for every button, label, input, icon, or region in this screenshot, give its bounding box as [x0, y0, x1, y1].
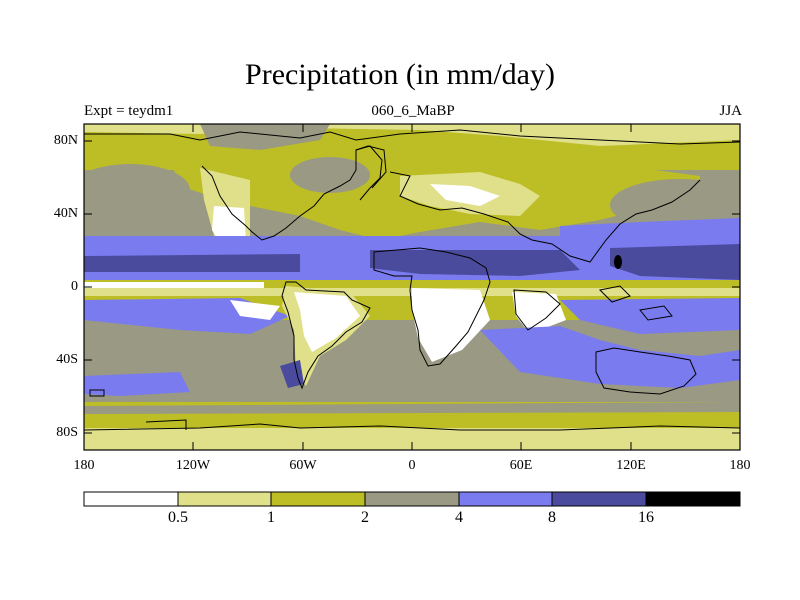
field-eq-dry-pac — [84, 282, 264, 292]
coast-africa — [373, 247, 491, 367]
coast-eurasia — [389, 171, 701, 263]
field-so-blue — [480, 326, 740, 388]
lat-label-80s: 80S — [56, 425, 78, 440]
field-antarctic-pale — [84, 428, 740, 450]
lat-label-40s: 40S — [56, 352, 78, 367]
axis-ticks — [84, 124, 740, 450]
lon-label-120e: 120E — [616, 458, 646, 473]
lon-label-60e: 60E — [509, 458, 533, 473]
season-label: JJA — [719, 103, 742, 119]
field-arctic-gray — [200, 124, 330, 150]
field-itcz-navy-2 — [370, 250, 580, 276]
colorbar-label-2: 2 — [361, 509, 369, 526]
field-chile-navy — [280, 360, 304, 388]
lon-label-60w: 60W — [289, 458, 317, 473]
coast-arctic — [84, 129, 740, 145]
field-sio-blue — [560, 298, 740, 334]
lat-label-40n: 40N — [53, 206, 78, 221]
colorbar-label-4: 4 — [455, 509, 463, 526]
colorbar-box-6 — [551, 491, 647, 507]
coast-antarctic-shelf — [145, 419, 187, 430]
lon-label-120w: 120W — [175, 458, 211, 473]
coast-arabia — [513, 289, 561, 331]
coastlines — [84, 129, 740, 431]
colorbar-box-1 — [83, 491, 179, 507]
field-epac-dry — [230, 300, 280, 320]
field-wpac-gray — [610, 179, 740, 231]
field-arabia-dry — [512, 292, 566, 334]
lon-label-0: 0 — [408, 458, 416, 473]
colorbar-box-2 — [177, 491, 272, 507]
field-africa-dry — [412, 288, 490, 362]
field-eq-olive — [84, 280, 740, 288]
field-asia-dry — [430, 184, 500, 206]
coast-antarctica — [84, 423, 740, 431]
coast-north-america — [201, 145, 383, 241]
colorbar-box-3 — [270, 491, 366, 507]
colorbar-box-5 — [458, 491, 553, 507]
experiment-label: Expt = teydm1 — [84, 103, 174, 119]
coast-south-america — [281, 281, 371, 390]
field-sam-dry — [294, 292, 360, 352]
time-label: 060_6_MaBP — [371, 103, 455, 119]
colorbar-box-4 — [364, 491, 460, 507]
field-itcz-navy-1 — [84, 254, 300, 272]
colorbar-label-1: 1 — [267, 509, 275, 526]
coast-australia — [595, 347, 697, 395]
colorbar — [83, 491, 741, 507]
field-sepac-blue — [84, 372, 190, 396]
field-itcz-navy-3 — [610, 244, 740, 280]
coast-islands — [598, 285, 673, 321]
colorbar-label-16: 16 — [638, 509, 654, 526]
field-max-black — [614, 255, 622, 269]
colorbar-box-7 — [645, 491, 741, 507]
field-wpac-blue — [560, 218, 740, 240]
lat-label-0: 0 — [71, 279, 78, 294]
field-natl-gray — [290, 157, 370, 193]
plot-title: Precipitation (in mm/day) — [245, 58, 555, 91]
field-npac-gray — [84, 164, 190, 216]
coast-greenland — [355, 145, 387, 189]
coast-small-island — [89, 389, 105, 397]
field-southern-gray — [84, 402, 740, 414]
lon-label-180w: 180 — [73, 458, 95, 473]
lat-label-80n: 80N — [53, 133, 78, 148]
colorbar-label-0-5: 0.5 — [168, 509, 188, 526]
lon-label-180e: 180 — [729, 458, 751, 473]
colorbar-label-8: 8 — [548, 509, 556, 526]
